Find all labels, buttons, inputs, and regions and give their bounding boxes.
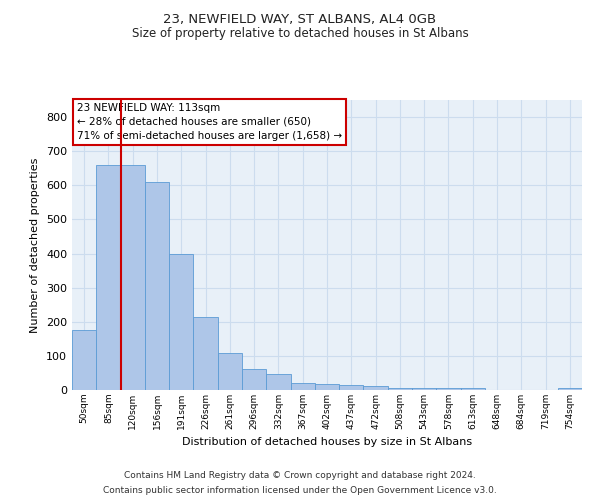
Text: 23 NEWFIELD WAY: 113sqm
← 28% of detached houses are smaller (650)
71% of semi-d: 23 NEWFIELD WAY: 113sqm ← 28% of detache…	[77, 103, 342, 141]
Bar	[169, 254, 193, 390]
Bar	[218, 353, 242, 390]
Text: Size of property relative to detached houses in St Albans: Size of property relative to detached ho…	[131, 28, 469, 40]
Bar	[290, 383, 315, 390]
Bar	[339, 385, 364, 390]
Bar	[193, 316, 218, 390]
Bar	[461, 388, 485, 390]
Bar	[388, 388, 412, 390]
Bar	[436, 388, 461, 390]
Text: Contains HM Land Registry data © Crown copyright and database right 2024.: Contains HM Land Registry data © Crown c…	[124, 471, 476, 480]
Bar	[364, 386, 388, 390]
Bar	[121, 165, 145, 390]
Bar	[145, 182, 169, 390]
Bar	[96, 165, 121, 390]
Bar	[558, 388, 582, 390]
Bar	[72, 330, 96, 390]
Bar	[412, 388, 436, 390]
Y-axis label: Number of detached properties: Number of detached properties	[31, 158, 40, 332]
Text: Contains public sector information licensed under the Open Government Licence v3: Contains public sector information licen…	[103, 486, 497, 495]
Text: 23, NEWFIELD WAY, ST ALBANS, AL4 0GB: 23, NEWFIELD WAY, ST ALBANS, AL4 0GB	[163, 12, 437, 26]
Bar	[242, 368, 266, 390]
Bar	[315, 384, 339, 390]
X-axis label: Distribution of detached houses by size in St Albans: Distribution of detached houses by size …	[182, 438, 472, 448]
Bar	[266, 374, 290, 390]
